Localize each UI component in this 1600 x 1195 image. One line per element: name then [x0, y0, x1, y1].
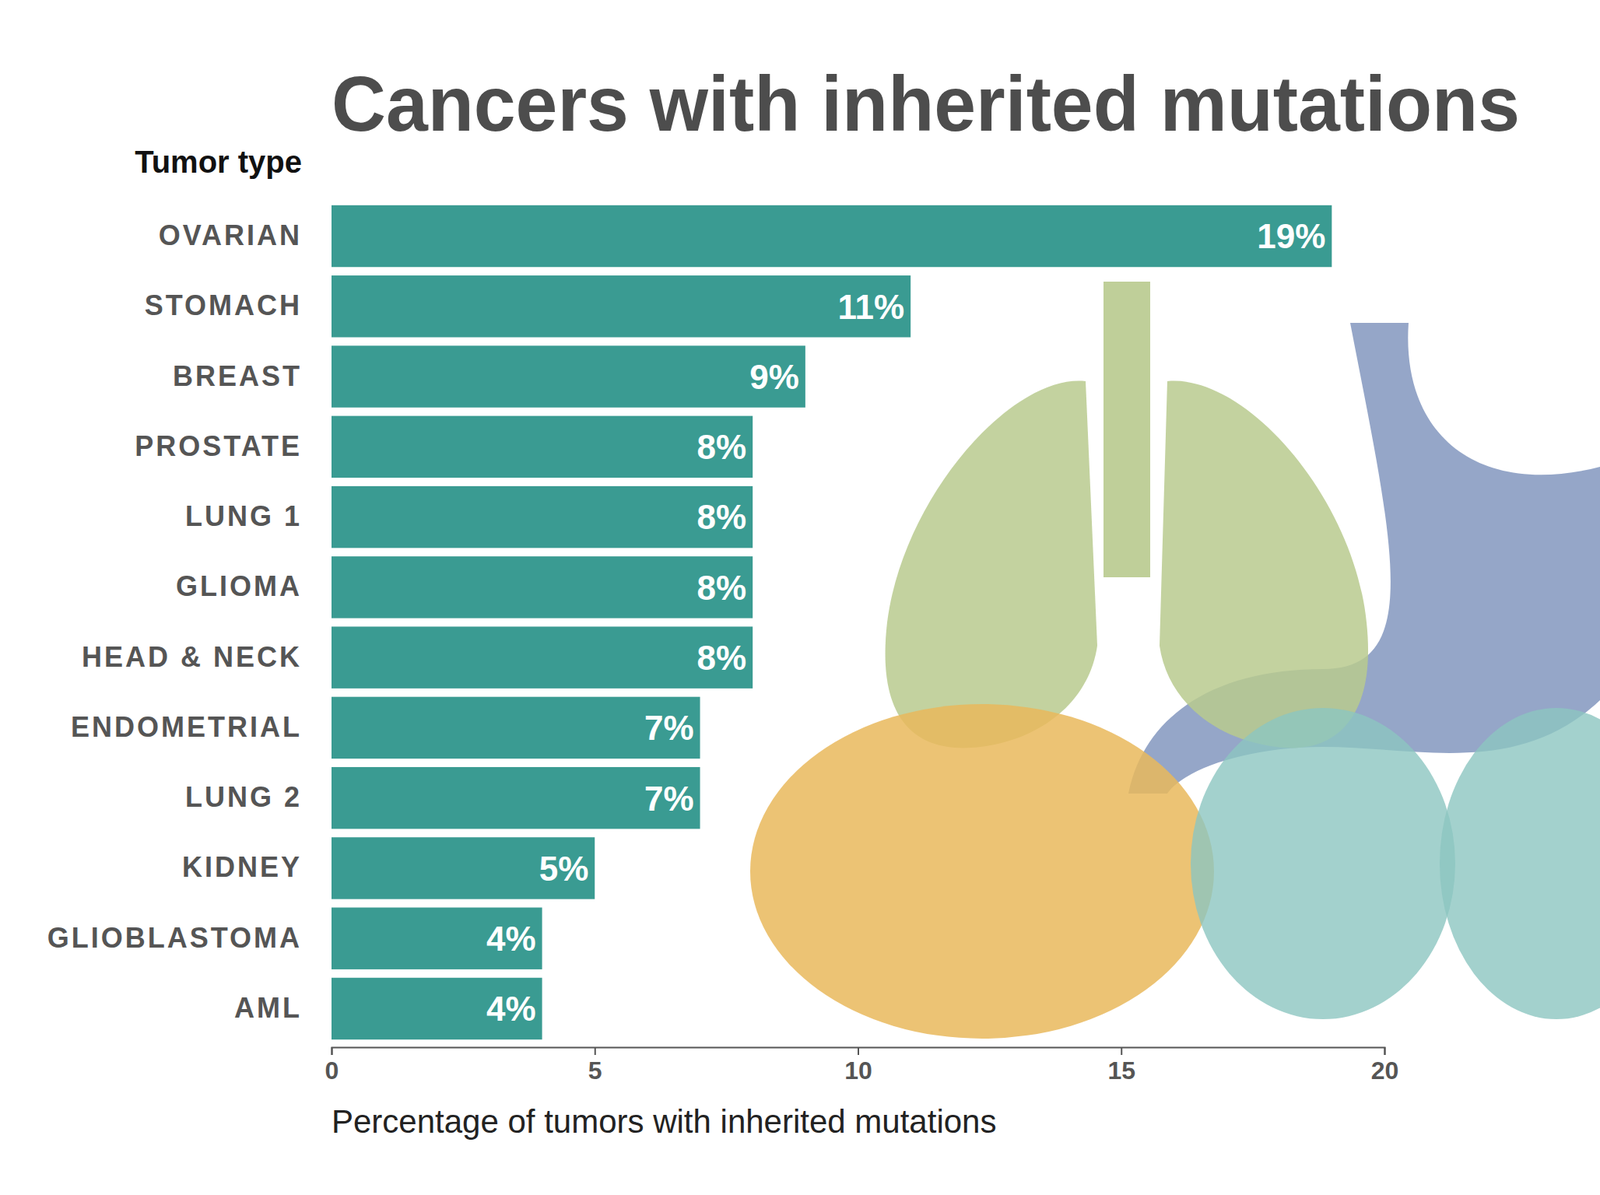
- y-tick: OVARIAN: [158, 219, 332, 252]
- y-tick-label: LUNG 1: [185, 500, 302, 533]
- y-tick-label: STOMACH: [144, 289, 302, 322]
- data-label: 7%: [644, 779, 695, 818]
- y-tick-label: BREAST: [172, 360, 302, 393]
- y-axis: OVARIAN STOMACH BREAST PROSTATE LUNG 1 GLIOMA…: [47, 219, 332, 1025]
- y-tick-label: GLIOMA: [175, 570, 302, 603]
- y-tick: LUNG 2: [185, 781, 332, 814]
- bar: [331, 205, 1332, 267]
- x-tick-mark: [1120, 1047, 1123, 1056]
- data-label: 19%: [1256, 217, 1326, 256]
- y-tick: HEAD & NECK: [81, 641, 332, 674]
- y-tick: STOMACH: [144, 289, 332, 322]
- background: [0, 0, 1600, 1195]
- bar: [331, 275, 911, 337]
- chart: Cancers with inherited mutations Tumor ty…: [0, 0, 1600, 1195]
- bar: [331, 416, 753, 478]
- y-tick: AML: [234, 992, 332, 1025]
- y-tick-label: OVARIAN: [158, 219, 302, 252]
- y-tick-label: ENDOMETRIAL: [70, 711, 302, 744]
- y-tick: KIDNEY: [182, 851, 332, 884]
- illustration: [750, 281, 1600, 1039]
- y-tick-label: KIDNEY: [182, 851, 302, 884]
- bar: [331, 556, 753, 618]
- y-tick-label: PROSTATE: [134, 430, 302, 463]
- x-tick: 0: [325, 1047, 340, 1085]
- lung-icon: [885, 381, 1098, 749]
- x-tick: 15: [1107, 1047, 1136, 1085]
- x-axis-title: Percentage of tumors with inherited muta…: [331, 1103, 997, 1141]
- kidney-icon: [1190, 708, 1456, 1020]
- data-label: 8%: [697, 498, 748, 537]
- title: Cancers with inherited mutations: [331, 59, 1520, 148]
- x-tick-label: 20: [1371, 1056, 1400, 1085]
- data-label: 8%: [697, 568, 748, 608]
- y-tick-label: HEAD & NECK: [81, 641, 302, 674]
- x-tick-mark: [594, 1047, 597, 1056]
- x-tick-label: 5: [588, 1056, 603, 1085]
- y-tick-label: AML: [234, 992, 302, 1025]
- bar: [331, 626, 753, 688]
- y-tick: GLIOBLASTOMA: [47, 922, 332, 955]
- y-tick: LUNG 1: [185, 500, 332, 533]
- y-tick: PROSTATE: [134, 430, 332, 463]
- y-tick: BREAST: [172, 360, 332, 393]
- brain-icon: [750, 704, 1215, 1039]
- data-label: 8%: [697, 638, 748, 678]
- data-label: 11%: [838, 287, 906, 327]
- y-tick-label: LUNG 2: [185, 781, 302, 814]
- x-tick-label: 10: [844, 1056, 873, 1085]
- bar: [331, 767, 701, 829]
- y-tick: ENDOMETRIAL: [70, 711, 332, 744]
- data-label: 5%: [539, 849, 590, 888]
- x-axis: 0 5 10 15 20: [325, 1047, 1400, 1085]
- x-tick-mark: [331, 1047, 334, 1056]
- x-axis-line: [332, 1048, 1386, 1057]
- lung-icon: [1103, 281, 1151, 578]
- x-tick-label: 0: [325, 1056, 340, 1085]
- data-label: 4%: [486, 989, 537, 1029]
- bars: [331, 205, 1332, 1040]
- y-tick-label: GLIOBLASTOMA: [47, 922, 302, 955]
- x-tick: 20: [1371, 1047, 1400, 1085]
- bar: [331, 345, 806, 408]
- data-label: 7%: [644, 708, 695, 748]
- x-tick-mark: [857, 1047, 860, 1056]
- lung-icon: [1159, 381, 1369, 749]
- kidney-icon: [1439, 708, 1600, 1020]
- bar: [331, 907, 543, 969]
- bar: [331, 837, 595, 899]
- bar: [331, 486, 753, 548]
- data-label: 9%: [749, 357, 800, 397]
- x-tick: 5: [588, 1047, 603, 1085]
- y-tick: GLIOMA: [175, 570, 332, 603]
- data-label: 4%: [486, 919, 537, 958]
- bar: [331, 978, 543, 1040]
- data-label: 8%: [697, 428, 748, 467]
- data-labels: 19%11%9%8%8%8%8%7%7%5%4%4%: [486, 217, 1326, 1029]
- x-tick-label: 15: [1107, 1056, 1136, 1085]
- bar: [331, 697, 701, 759]
- x-tick-mark: [1384, 1047, 1386, 1056]
- x-tick: 10: [844, 1047, 873, 1085]
- y-axis-title: Tumor type: [134, 144, 302, 179]
